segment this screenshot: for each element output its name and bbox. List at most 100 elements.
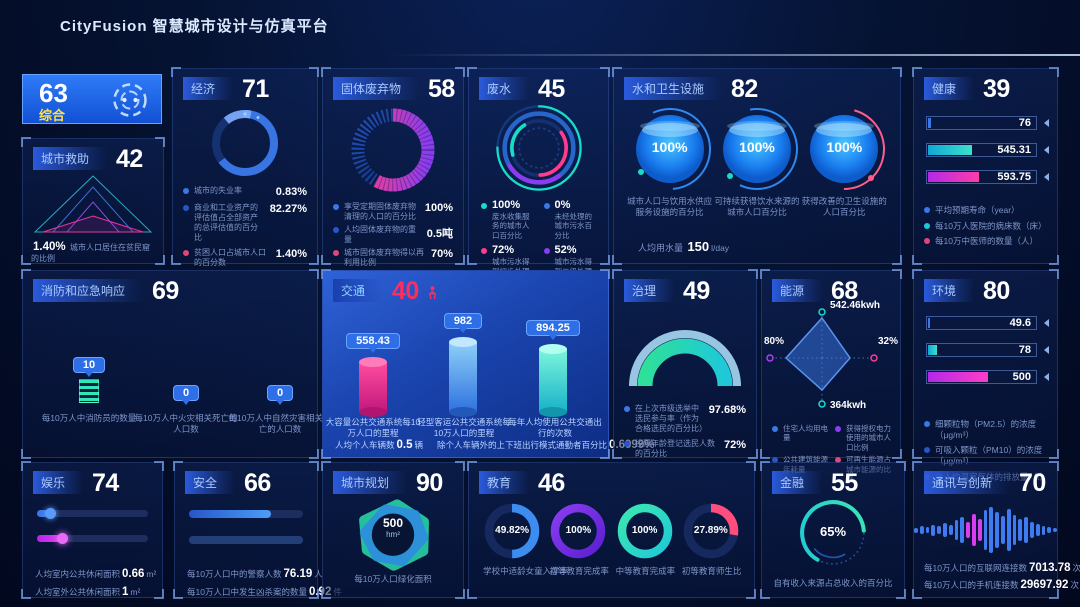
legend-label: 每10万人医院的病床数（床） xyxy=(935,220,1047,231)
panel-recreation[interactable]: 娱乐 74 人均室内公共休闲面积 0.66 m² 人均室外公共休闲面积 1 m² xyxy=(21,461,164,599)
circle-value: 100% xyxy=(651,139,688,155)
legend-bullet-icon xyxy=(924,238,930,245)
stat-label: 人均室内公共休闲面积 xyxy=(35,569,121,579)
panel-economy[interactable]: 经济 71 城市的失业率 0.83% 商业和工业资产的评估值占全部资产的总评估值的百… xyxy=(171,67,319,267)
cylinder-chart-pink xyxy=(359,357,387,417)
panel-environment[interactable]: 环境 80 49.6 78 500 细颗粒物（PM2.5）的浓度（μg/m³） 可… xyxy=(912,269,1059,482)
panel-urban-planning[interactable]: 城市规划 90 500 hm² 每10万人口绿化面积 xyxy=(321,461,465,599)
legend-bullet-icon xyxy=(624,441,630,447)
recreation-slider[interactable] xyxy=(37,533,148,544)
legend-label: 每10万中医师的数量（人） xyxy=(935,236,1038,247)
app-title: CityFusion 智慧城市设计与仿真平台 xyxy=(60,18,329,35)
traffic-metric: 982 xyxy=(435,311,491,418)
panel-title: 教育 xyxy=(479,471,530,494)
stat-value: 29697.92 xyxy=(1020,579,1069,591)
panel-health[interactable]: 健康 39 76 545.31 593.75 平均预期寿命（year） 每10万人… xyxy=(912,67,1059,265)
legend-value: 70% xyxy=(430,248,453,260)
ww-value: 0% xyxy=(554,199,571,211)
legend-value: 82.27% xyxy=(269,203,307,215)
panel-score: 66 xyxy=(244,468,271,497)
legend-bullet-icon xyxy=(543,248,550,255)
panel-title: 城市救助 xyxy=(33,147,108,170)
legend-label: 贫困人口占城市人口的百分数 xyxy=(194,248,266,267)
fire-metric-label: 每10万人中消防员的数量 xyxy=(41,413,137,423)
legend-bullet-icon xyxy=(772,457,778,464)
legend-value: 97.68% xyxy=(708,404,746,416)
legend-label: 城市固体废弃物得以再利用比例 xyxy=(344,248,424,267)
legend-label: 平均预期寿命（year） xyxy=(935,205,1020,215)
liquid-fill-chart xyxy=(803,108,886,191)
legend-item: 在上次市级选举中选民参与率（作为合格选民的百分比） 97.68% xyxy=(624,404,746,434)
legend-bullet-icon xyxy=(333,204,339,210)
stat-value: 0.66 xyxy=(122,568,145,580)
telecom-stat: 每10万人口的互联网连接数 7013.78 次 xyxy=(924,562,1080,574)
panel-title: 安全 xyxy=(185,471,236,494)
telecom-stat: 每10万人口的手机连接数 29697.92 次 xyxy=(924,579,1079,591)
finance-label: 自有收入来源占总收入的百分比 xyxy=(773,578,893,588)
panel-safety[interactable]: 安全 66 每10万人口中的警察人数 76.19 人 每10万人口中发生凶杀案的数量 0… xyxy=(173,461,342,599)
panel-score: 45 xyxy=(538,74,565,103)
cylinder-chart-blue xyxy=(449,337,477,417)
overview-score: 63 xyxy=(39,78,68,108)
stat-unit: 次 xyxy=(1072,563,1080,573)
circle-value: 100% xyxy=(826,139,863,155)
panel-education[interactable]: 教育 46 49.82% 学校中适龄女童入学率 100% 初等教育完成率 100% xyxy=(467,461,756,599)
panel-solid-waste[interactable]: 固体废弃物 58 享受定期固体废弃物清理的人口的百分比 100% 人均固体废弃物的重… xyxy=(321,67,465,267)
overview-label: 综合 xyxy=(39,108,66,123)
bar-value: 49.6 xyxy=(1009,317,1031,329)
liquid-fill-chart xyxy=(628,108,711,190)
stat-value: 7013.78 xyxy=(1028,562,1071,574)
panel-score: 70 xyxy=(1019,468,1046,497)
ww-cell: 100% 废水收集服务的城市人口百分比 xyxy=(481,199,536,240)
panel-score: 40 xyxy=(392,276,419,305)
panel-fire-emergency[interactable]: 消防和应急响应 69 10 0 0 每10万人中消防员的数量 每10万人中火灾相关… xyxy=(21,269,331,459)
legend-label: 商业和工业资产的评估值占全部资产的总评估值的百分比 xyxy=(194,203,258,242)
panel-title: 健康 xyxy=(924,77,975,100)
panel-score: 71 xyxy=(242,74,269,103)
legend-label: 城市的失业率 xyxy=(194,186,242,195)
stat-label: 城市人口居住在贫民窟的比例 xyxy=(31,243,150,263)
legend-item: 每10万中医师的数量（人） xyxy=(924,236,1047,247)
circle-label: 可持续获得饮水来源的城市人口百分比 xyxy=(714,196,800,218)
fire-metric-label: 每10万人中火灾相关死亡的人口数 xyxy=(134,413,238,435)
legend-value: 1.40% xyxy=(275,248,307,260)
value-bubble: 0 xyxy=(172,385,200,405)
env-bar-row: 49.6 xyxy=(926,316,1049,330)
legend-bullet-icon xyxy=(543,203,550,209)
legend-bullet-icon xyxy=(924,421,930,427)
panel-governance[interactable]: 治理 49 在上次市级选举中选民参与率（作为合格选民的百分比） 97.68% 投票年… xyxy=(612,269,758,459)
legend-bullet-icon xyxy=(924,207,930,213)
panel-title: 环境 xyxy=(924,279,975,302)
legend-bullet-icon xyxy=(333,227,339,233)
overview-gauge-icon xyxy=(113,83,147,117)
panel-waste-water[interactable]: 废水 45 100% 废水收集服务的城市人口百分比 0% 未经处理的城市污水百分比 7… xyxy=(467,67,610,285)
blob-center-unit: hm² xyxy=(386,530,400,539)
header-divider xyxy=(390,54,1080,56)
ww-label: 废水收集服务的城市人口百分比 xyxy=(492,212,530,240)
panel-traffic[interactable]: 交通 40 558.43 982 894.25 大容量公共交通系统每10万人口的… xyxy=(321,269,654,459)
bar-value: 78 xyxy=(1018,344,1031,356)
ww-label: 未经处理的城市污水百分比 xyxy=(554,212,593,240)
panel-finance[interactable]: 金融 55 65% 自有收入来源占总收入的百分比 xyxy=(760,461,906,599)
panel-telecom[interactable]: 通讯与创新 70 每10万人口的互联网连接数 7013.78 次 每10万人口的手机连… xyxy=(912,461,1080,599)
recreation-stat: 人均室外公共休闲面积 1 m² xyxy=(35,586,150,598)
panel-title: 废水 xyxy=(479,77,530,100)
value-bubble: 0 xyxy=(266,385,294,405)
traffic-metric-label: 每年人均使用公共交通出行的次数 xyxy=(508,417,602,439)
value-bubble: 10 xyxy=(72,357,106,377)
slider-knob[interactable] xyxy=(45,508,56,519)
recreation-slider[interactable] xyxy=(37,508,148,519)
panel-score: 69 xyxy=(152,276,179,305)
overview-card[interactable]: 63 综合 xyxy=(22,74,162,124)
panel-energy[interactable]: 能源 68 542.46kwh 32% 364kwh 80% 住宅人均用电量 获得… xyxy=(760,269,902,483)
slider-knob[interactable] xyxy=(57,533,68,544)
legend-item: 城市的失业率 0.83% xyxy=(183,186,307,198)
panel-water-sanitation[interactable]: 水和卫生设施 82 100% 城市人口与饮用水供应服务设施的百分比 100% xyxy=(612,67,902,265)
panel-city-aid[interactable]: 城市救助 42 1.40% 城市人口居住在贫民窟的比例 xyxy=(21,137,165,265)
energy-kite-chart xyxy=(766,308,878,408)
panel-title: 城市规划 xyxy=(333,471,408,494)
legend-bullet-icon xyxy=(183,205,189,211)
donut-chart xyxy=(617,503,672,559)
panel-title: 能源 xyxy=(772,279,823,302)
legend-item: 每10万人医院的病床数（床） xyxy=(924,221,1047,232)
